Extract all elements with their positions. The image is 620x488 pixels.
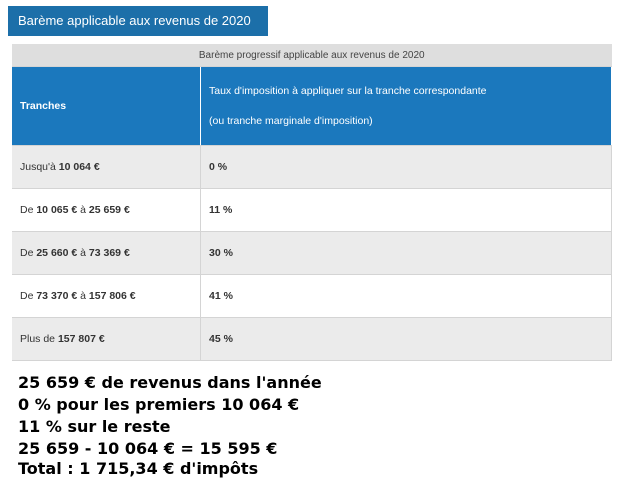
table-cell: 45 %	[200, 317, 612, 361]
table-row: Plus de 157 807 € 45 %	[12, 317, 612, 361]
table-cell: 41 %	[200, 274, 612, 318]
note-line: 0 % pour les premiers 10 064 €	[18, 395, 300, 414]
caption: Barème progressif applicable aux revenus…	[12, 44, 612, 67]
cell-text: à	[77, 247, 89, 259]
cell-text: De	[20, 247, 37, 259]
section-tab: Barème applicable aux revenus de 2020	[8, 6, 268, 36]
table-row: Jusqu'à 10 064 € 0 %	[12, 145, 612, 189]
table-cell: 11 %	[200, 188, 612, 232]
cell-text: 73 370 €	[36, 290, 78, 302]
header-line: Taux d'imposition à appliquer sur la tra…	[209, 85, 487, 97]
header-line: (ou tranche marginale d'imposition)	[209, 115, 373, 127]
cell-text: 11 %	[209, 204, 233, 216]
header-row: Tranches Taux d'imposition à appliquer su…	[12, 66, 612, 146]
cell-text: De	[20, 290, 37, 302]
cell-text: Jusqu'à	[20, 161, 59, 173]
cell-text: De	[20, 204, 37, 216]
table-row: De 73 370 € à 157 806 € 41 %	[12, 274, 612, 318]
cell-text: à	[77, 204, 89, 216]
cell-text: 41 %	[209, 290, 233, 302]
cell-text: à	[77, 290, 89, 302]
tax-table: Barème progressif applicable aux revenus…	[12, 44, 612, 361]
caption-row: Barème progressif applicable aux revenus…	[12, 44, 612, 67]
table-cell: Jusqu'à 10 064 €	[12, 145, 201, 189]
note-line: 25 659 - 10 064 € = 15 595 €	[18, 439, 278, 458]
cell-text: 25 659 €	[88, 204, 130, 216]
cell-text: 30 %	[209, 247, 233, 259]
column-header: Tranches	[12, 66, 201, 146]
table-cell: 0 %	[200, 145, 612, 189]
note-line: 25 659 € de revenus dans l'année	[18, 373, 322, 392]
note-line: 11 % sur le reste	[18, 417, 171, 436]
cell-text: 157 806 €	[88, 290, 136, 302]
cell-text: 10 064 €	[58, 161, 100, 173]
note-line: Total : 1 715,34 € d'impôts	[18, 459, 259, 478]
table-cell: De 25 660 € à 73 369 €	[12, 231, 201, 275]
cell-text: 0 %	[209, 161, 228, 173]
cell-text: Plus de	[20, 333, 58, 345]
table-cell: Plus de 157 807 €	[12, 317, 201, 361]
cell-text: 157 807 €	[57, 333, 105, 345]
column-header: Taux d'imposition à appliquer sur la tra…	[200, 66, 612, 146]
cell-text: 10 065 €	[36, 204, 78, 216]
table-cell: 30 %	[200, 231, 612, 275]
table-cell: De 10 065 € à 25 659 €	[12, 188, 201, 232]
notes: 25 659 € de revenus dans l'année 0 % pour…	[18, 372, 322, 478]
table-cell: De 73 370 € à 157 806 €	[12, 274, 201, 318]
table-row: De 25 660 € à 73 369 € 30 %	[12, 231, 612, 275]
cell-text: 73 369 €	[88, 247, 130, 259]
table-row: De 10 065 € à 25 659 € 11 %	[12, 188, 612, 232]
cell-text: 45 %	[209, 333, 233, 345]
cell-text: 25 660 €	[36, 247, 78, 259]
